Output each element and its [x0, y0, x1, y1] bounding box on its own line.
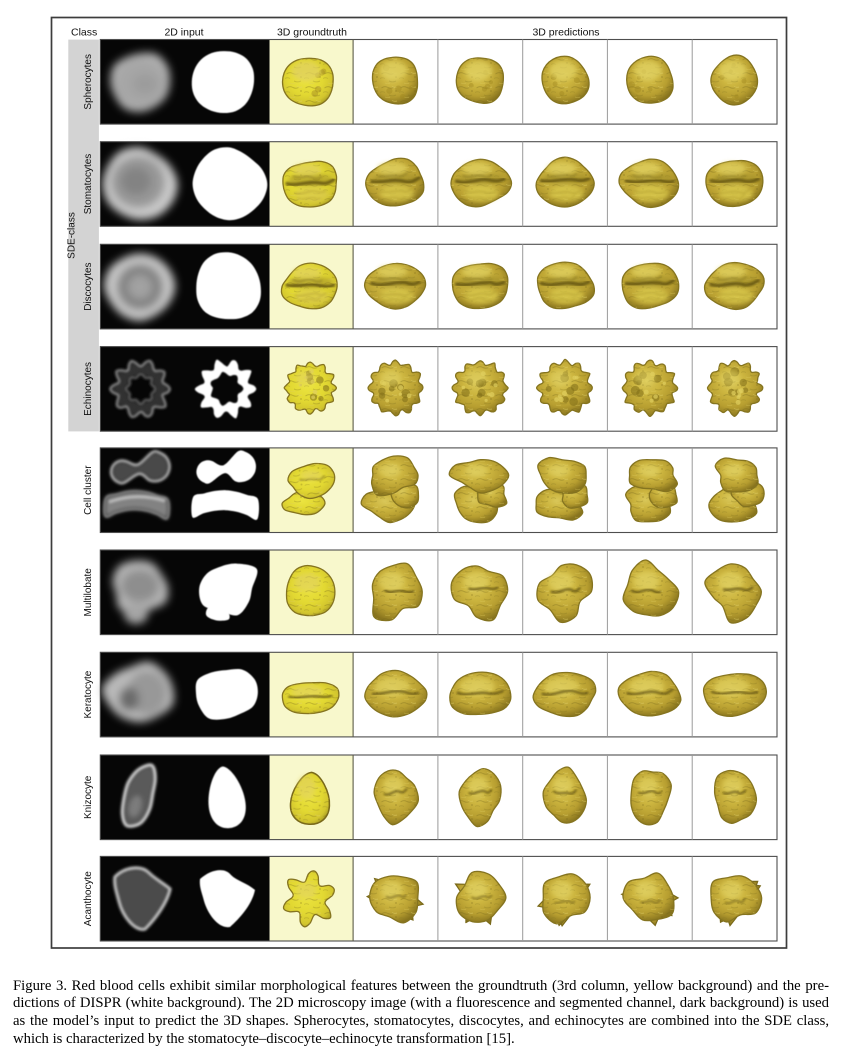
svg-text:Echinocytes: Echinocytes: [83, 362, 94, 416]
svg-text:Knizocyte: Knizocyte: [83, 775, 94, 819]
svg-text:Multilobate: Multilobate: [83, 568, 94, 617]
svg-text:3D groundtruth: 3D groundtruth: [277, 27, 347, 39]
svg-text:Spherocytes: Spherocytes: [83, 54, 94, 110]
svg-text:Discocytes: Discocytes: [83, 262, 94, 310]
svg-text:Cell cluster: Cell cluster: [83, 465, 94, 515]
svg-text:Class: Class: [71, 27, 97, 39]
svg-text:2D input: 2D input: [164, 27, 203, 39]
svg-text:Acanthocyte: Acanthocyte: [83, 871, 94, 926]
svg-text:Keratocyte: Keratocyte: [83, 670, 94, 718]
svg-text:Stomatocytes: Stomatocytes: [83, 154, 94, 215]
svg-text:SDE-class: SDE-class: [67, 212, 78, 259]
svg-text:3D predictions: 3D predictions: [532, 27, 599, 39]
